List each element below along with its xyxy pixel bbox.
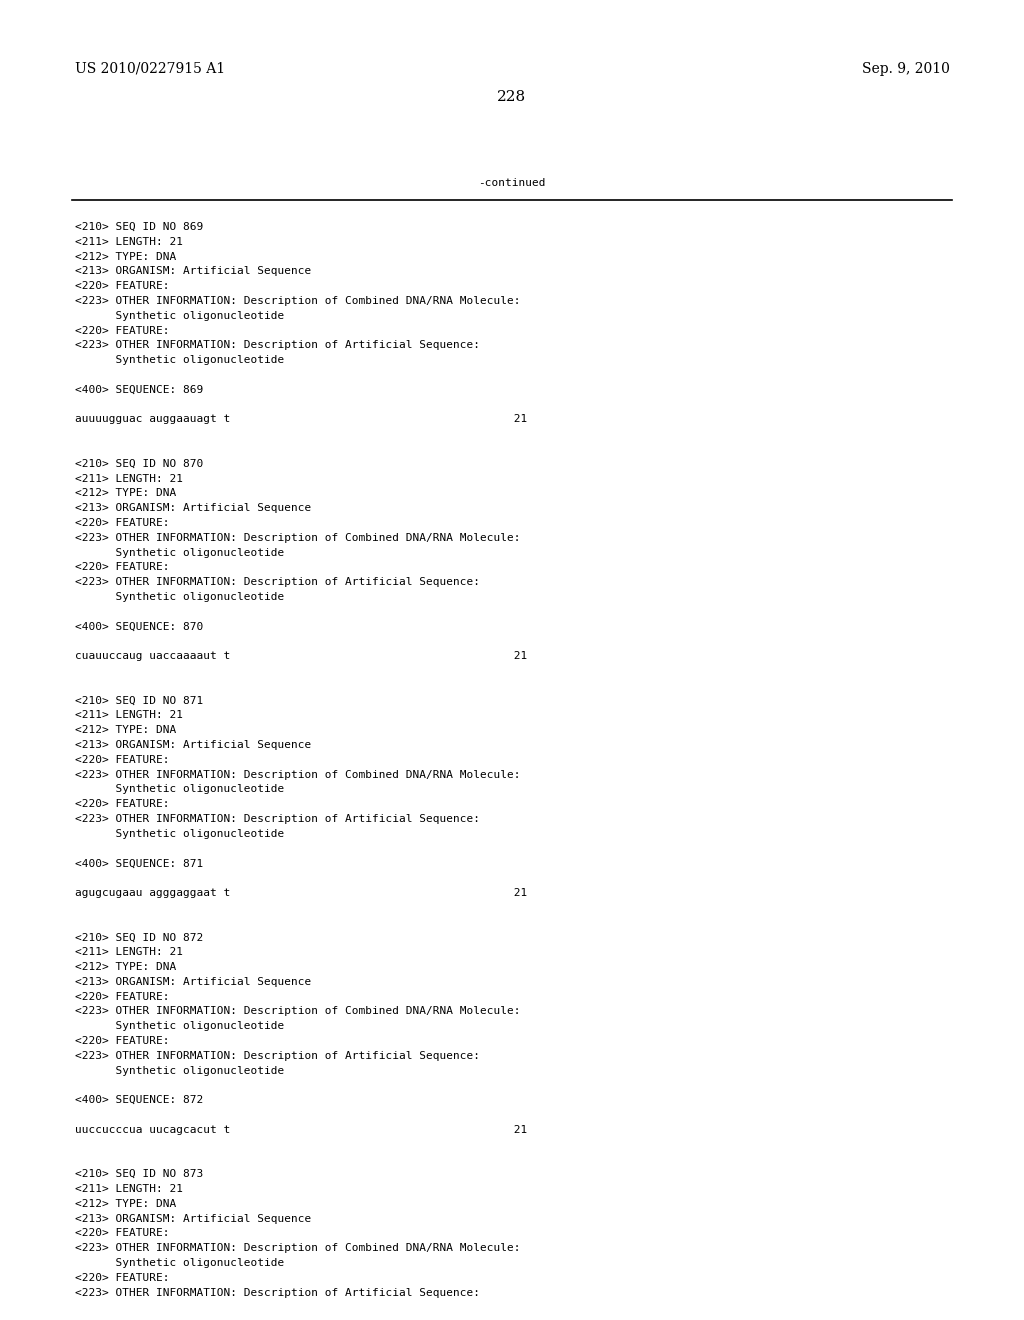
- Text: <400> SEQUENCE: 870: <400> SEQUENCE: 870: [75, 622, 203, 631]
- Text: <400> SEQUENCE: 872: <400> SEQUENCE: 872: [75, 1096, 203, 1105]
- Text: <223> OTHER INFORMATION: Description of Combined DNA/RNA Molecule:: <223> OTHER INFORMATION: Description of …: [75, 296, 520, 306]
- Text: 228: 228: [498, 90, 526, 104]
- Text: Synthetic oligonucleotide: Synthetic oligonucleotide: [75, 1065, 285, 1076]
- Text: -continued: -continued: [478, 178, 546, 187]
- Text: <223> OTHER INFORMATION: Description of Artificial Sequence:: <223> OTHER INFORMATION: Description of …: [75, 1051, 480, 1061]
- Text: <212> TYPE: DNA: <212> TYPE: DNA: [75, 252, 176, 261]
- Text: <220> FEATURE:: <220> FEATURE:: [75, 1229, 170, 1238]
- Text: <223> OTHER INFORMATION: Description of Combined DNA/RNA Molecule:: <223> OTHER INFORMATION: Description of …: [75, 1243, 520, 1253]
- Text: <212> TYPE: DNA: <212> TYPE: DNA: [75, 488, 176, 499]
- Text: <213> ORGANISM: Artificial Sequence: <213> ORGANISM: Artificial Sequence: [75, 1213, 311, 1224]
- Text: <220> FEATURE:: <220> FEATURE:: [75, 281, 170, 292]
- Text: <223> OTHER INFORMATION: Description of Combined DNA/RNA Molecule:: <223> OTHER INFORMATION: Description of …: [75, 533, 520, 543]
- Text: Synthetic oligonucleotide: Synthetic oligonucleotide: [75, 548, 285, 557]
- Text: <212> TYPE: DNA: <212> TYPE: DNA: [75, 1199, 176, 1209]
- Text: <210> SEQ ID NO 870: <210> SEQ ID NO 870: [75, 459, 203, 469]
- Text: <223> OTHER INFORMATION: Description of Artificial Sequence:: <223> OTHER INFORMATION: Description of …: [75, 814, 480, 824]
- Text: Synthetic oligonucleotide: Synthetic oligonucleotide: [75, 355, 285, 366]
- Text: <213> ORGANISM: Artificial Sequence: <213> ORGANISM: Artificial Sequence: [75, 267, 311, 276]
- Text: Sep. 9, 2010: Sep. 9, 2010: [862, 62, 950, 77]
- Text: <223> OTHER INFORMATION: Description of Combined DNA/RNA Molecule:: <223> OTHER INFORMATION: Description of …: [75, 1006, 520, 1016]
- Text: <220> FEATURE:: <220> FEATURE:: [75, 1272, 170, 1283]
- Text: Synthetic oligonucleotide: Synthetic oligonucleotide: [75, 784, 285, 795]
- Text: <220> FEATURE:: <220> FEATURE:: [75, 562, 170, 573]
- Text: Synthetic oligonucleotide: Synthetic oligonucleotide: [75, 591, 285, 602]
- Text: <220> FEATURE:: <220> FEATURE:: [75, 517, 170, 528]
- Text: <211> LENGTH: 21: <211> LENGTH: 21: [75, 474, 183, 483]
- Text: uuccucccua uucagcacut t                                          21: uuccucccua uucagcacut t 21: [75, 1125, 527, 1135]
- Text: <210> SEQ ID NO 872: <210> SEQ ID NO 872: [75, 932, 203, 942]
- Text: US 2010/0227915 A1: US 2010/0227915 A1: [75, 62, 225, 77]
- Text: <220> FEATURE:: <220> FEATURE:: [75, 991, 170, 1002]
- Text: <223> OTHER INFORMATION: Description of Artificial Sequence:: <223> OTHER INFORMATION: Description of …: [75, 577, 480, 587]
- Text: <211> LENGTH: 21: <211> LENGTH: 21: [75, 236, 183, 247]
- Text: <211> LENGTH: 21: <211> LENGTH: 21: [75, 948, 183, 957]
- Text: agugcugaau agggaggaat t                                          21: agugcugaau agggaggaat t 21: [75, 888, 527, 898]
- Text: Synthetic oligonucleotide: Synthetic oligonucleotide: [75, 310, 285, 321]
- Text: <210> SEQ ID NO 873: <210> SEQ ID NO 873: [75, 1170, 203, 1179]
- Text: <213> ORGANISM: Artificial Sequence: <213> ORGANISM: Artificial Sequence: [75, 503, 311, 513]
- Text: cuauuccaug uaccaaaaut t                                          21: cuauuccaug uaccaaaaut t 21: [75, 651, 527, 661]
- Text: <223> OTHER INFORMATION: Description of Combined DNA/RNA Molecule:: <223> OTHER INFORMATION: Description of …: [75, 770, 520, 780]
- Text: Synthetic oligonucleotide: Synthetic oligonucleotide: [75, 1022, 285, 1031]
- Text: <213> ORGANISM: Artificial Sequence: <213> ORGANISM: Artificial Sequence: [75, 741, 311, 750]
- Text: <223> OTHER INFORMATION: Description of Artificial Sequence:: <223> OTHER INFORMATION: Description of …: [75, 1287, 480, 1298]
- Text: <211> LENGTH: 21: <211> LENGTH: 21: [75, 710, 183, 721]
- Text: <212> TYPE: DNA: <212> TYPE: DNA: [75, 962, 176, 972]
- Text: <210> SEQ ID NO 871: <210> SEQ ID NO 871: [75, 696, 203, 706]
- Text: auuuugguac auggaauagt t                                          21: auuuugguac auggaauagt t 21: [75, 414, 527, 425]
- Text: <220> FEATURE:: <220> FEATURE:: [75, 755, 170, 764]
- Text: <400> SEQUENCE: 871: <400> SEQUENCE: 871: [75, 858, 203, 869]
- Text: <220> FEATURE:: <220> FEATURE:: [75, 799, 170, 809]
- Text: <212> TYPE: DNA: <212> TYPE: DNA: [75, 725, 176, 735]
- Text: <220> FEATURE:: <220> FEATURE:: [75, 326, 170, 335]
- Text: Synthetic oligonucleotide: Synthetic oligonucleotide: [75, 829, 285, 838]
- Text: Synthetic oligonucleotide: Synthetic oligonucleotide: [75, 1258, 285, 1269]
- Text: <213> ORGANISM: Artificial Sequence: <213> ORGANISM: Artificial Sequence: [75, 977, 311, 987]
- Text: <223> OTHER INFORMATION: Description of Artificial Sequence:: <223> OTHER INFORMATION: Description of …: [75, 341, 480, 350]
- Text: <210> SEQ ID NO 869: <210> SEQ ID NO 869: [75, 222, 203, 232]
- Text: <220> FEATURE:: <220> FEATURE:: [75, 1036, 170, 1045]
- Text: <400> SEQUENCE: 869: <400> SEQUENCE: 869: [75, 385, 203, 395]
- Text: <211> LENGTH: 21: <211> LENGTH: 21: [75, 1184, 183, 1195]
